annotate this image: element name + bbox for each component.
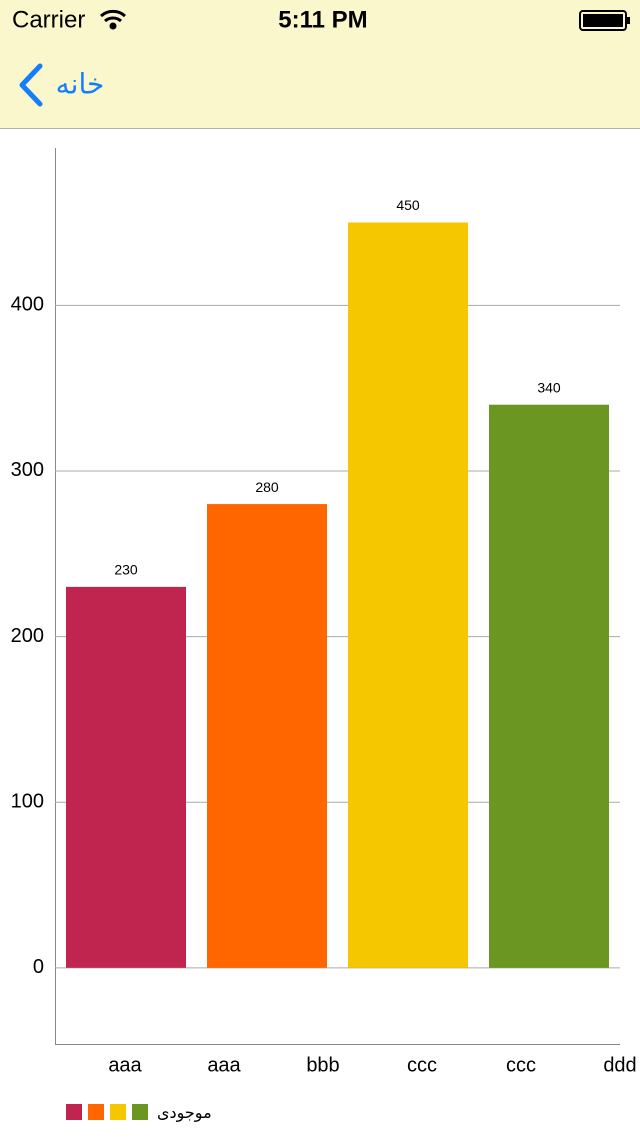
x-tick-label: bbb	[306, 1054, 339, 1076]
value-label: 450	[396, 197, 420, 213]
back-chevron[interactable]	[19, 63, 43, 107]
legend-swatch	[132, 1104, 148, 1120]
x-tick-label: aaa	[108, 1054, 142, 1076]
value-label: 340	[537, 379, 561, 395]
y-tick-label: 0	[33, 956, 44, 978]
legend-swatch	[110, 1104, 126, 1120]
legend-swatch	[66, 1104, 82, 1120]
value-label: 280	[255, 479, 279, 495]
value-label: 230	[114, 562, 138, 578]
bar	[348, 222, 468, 968]
x-tick-label: ddd	[603, 1054, 636, 1076]
y-tick-label: 400	[11, 294, 44, 316]
legend-label: موجودی	[157, 1105, 212, 1123]
x-tick-label: aaa	[207, 1054, 241, 1076]
carrier: Carrier	[12, 6, 85, 33]
back-button[interactable]: خانه	[19, 63, 105, 107]
wifi-icon	[100, 9, 126, 30]
x-tick-label: ccc	[506, 1054, 536, 1076]
y-tick-label: 200	[11, 625, 44, 647]
battery-icon	[579, 10, 630, 31]
legend-swatch	[88, 1104, 104, 1120]
y-tick-label: 100	[11, 790, 44, 812]
bar	[66, 586, 186, 968]
bar	[489, 404, 609, 968]
y-tick-label: 300	[11, 459, 44, 481]
bar	[207, 504, 327, 968]
time: 5:11 PM	[278, 6, 367, 33]
x-tick-label: ccc	[407, 1054, 437, 1076]
back-label[interactable]: خانه	[56, 68, 105, 99]
